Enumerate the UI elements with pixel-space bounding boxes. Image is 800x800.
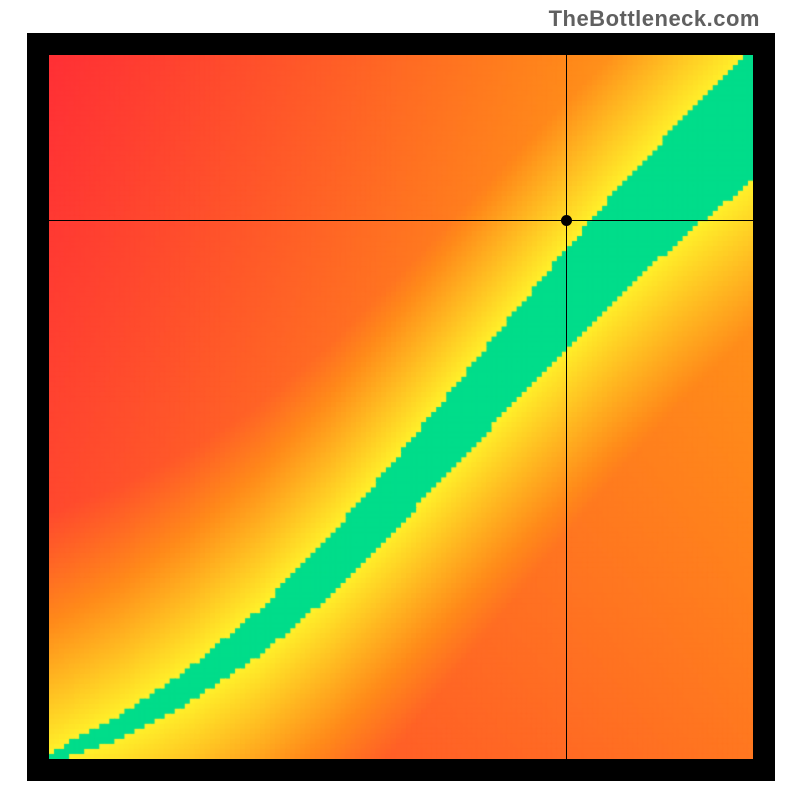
crosshair-horizontal (49, 220, 753, 221)
crosshair-vertical (566, 55, 567, 759)
crosshair-marker (561, 215, 572, 226)
heatmap-canvas (49, 55, 753, 759)
watermark-text: TheBottleneck.com (549, 6, 760, 32)
chart-container: TheBottleneck.com (0, 0, 800, 800)
